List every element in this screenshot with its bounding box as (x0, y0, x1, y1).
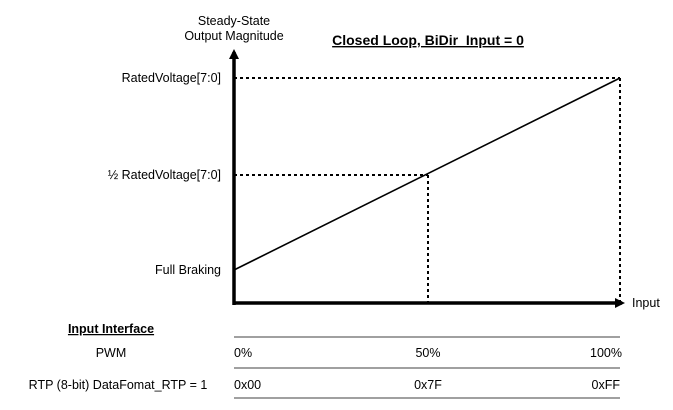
transfer-line (233, 77, 621, 271)
y-label-half: ½ RatedVoltage[7:0] (108, 168, 221, 182)
rtp-value-min: 0x00 (234, 378, 261, 392)
diagram-title: Closed Loop, BiDir_Input = 0 (332, 32, 524, 48)
rtp-value-max: 0xFF (592, 378, 621, 392)
y-axis-label-line1: Steady-State (198, 14, 270, 28)
pwm-value-min: 0% (234, 346, 252, 360)
y-axis-label-line2: Output Magnitude (184, 29, 283, 43)
rtp-value-mid: 0x7F (414, 378, 442, 392)
y-label-min: Full Braking (155, 263, 221, 277)
row-label-pwm: PWM (96, 346, 127, 360)
pwm-value-max: 100% (590, 346, 622, 360)
row-label-rtp: RTP (8-bit) DataFomat_RTP = 1 (29, 378, 208, 392)
pwm-value-mid: 50% (415, 346, 440, 360)
x-axis-label: Input (632, 296, 660, 310)
y-label-rated: RatedVoltage[7:0] (122, 71, 221, 85)
input-interface-header: Input Interface (68, 322, 154, 336)
